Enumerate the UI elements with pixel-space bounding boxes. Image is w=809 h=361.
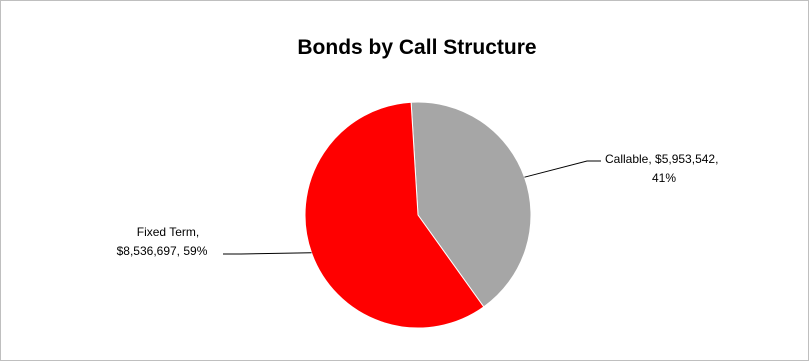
leader-line-fixed-term [223, 252, 312, 255]
pie-slice-callable [410, 101, 532, 308]
fixed-term-label-line1: Fixed Term, [137, 225, 199, 239]
callable-label-line1: Callable, $5,953,542, [605, 152, 718, 166]
leader-lines [223, 160, 601, 255]
fixed-term-label-line2: $8,536,697, 59% [117, 244, 208, 258]
chart-title: Bonds by Call Structure [297, 36, 536, 59]
pie-slices [304, 101, 532, 329]
leader-line-callable [524, 160, 601, 178]
callable-label-line2: 41% [652, 171, 676, 185]
